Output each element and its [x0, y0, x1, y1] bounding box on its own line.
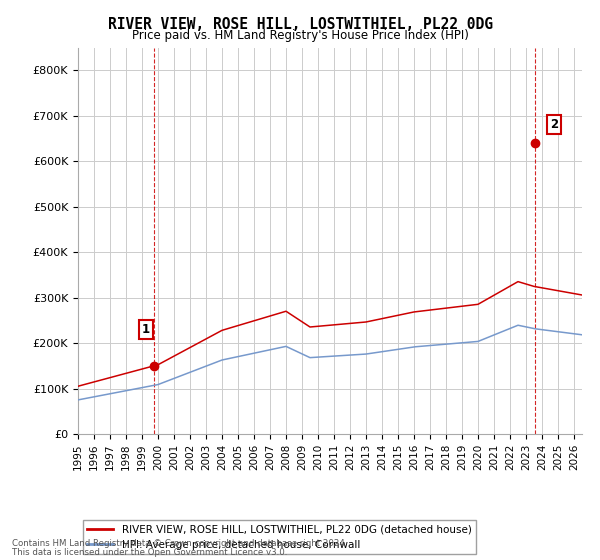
Legend: RIVER VIEW, ROSE HILL, LOSTWITHIEL, PL22 0DG (detached house), HPI: Average pric: RIVER VIEW, ROSE HILL, LOSTWITHIEL, PL22… [83, 520, 476, 554]
Text: This data is licensed under the Open Government Licence v3.0.: This data is licensed under the Open Gov… [12, 548, 287, 557]
Text: 2: 2 [550, 118, 558, 132]
Text: Contains HM Land Registry data © Crown copyright and database right 2024.: Contains HM Land Registry data © Crown c… [12, 539, 347, 548]
Text: 1: 1 [142, 323, 150, 336]
Text: RIVER VIEW, ROSE HILL, LOSTWITHIEL, PL22 0DG: RIVER VIEW, ROSE HILL, LOSTWITHIEL, PL22… [107, 17, 493, 32]
Text: Price paid vs. HM Land Registry's House Price Index (HPI): Price paid vs. HM Land Registry's House … [131, 29, 469, 42]
